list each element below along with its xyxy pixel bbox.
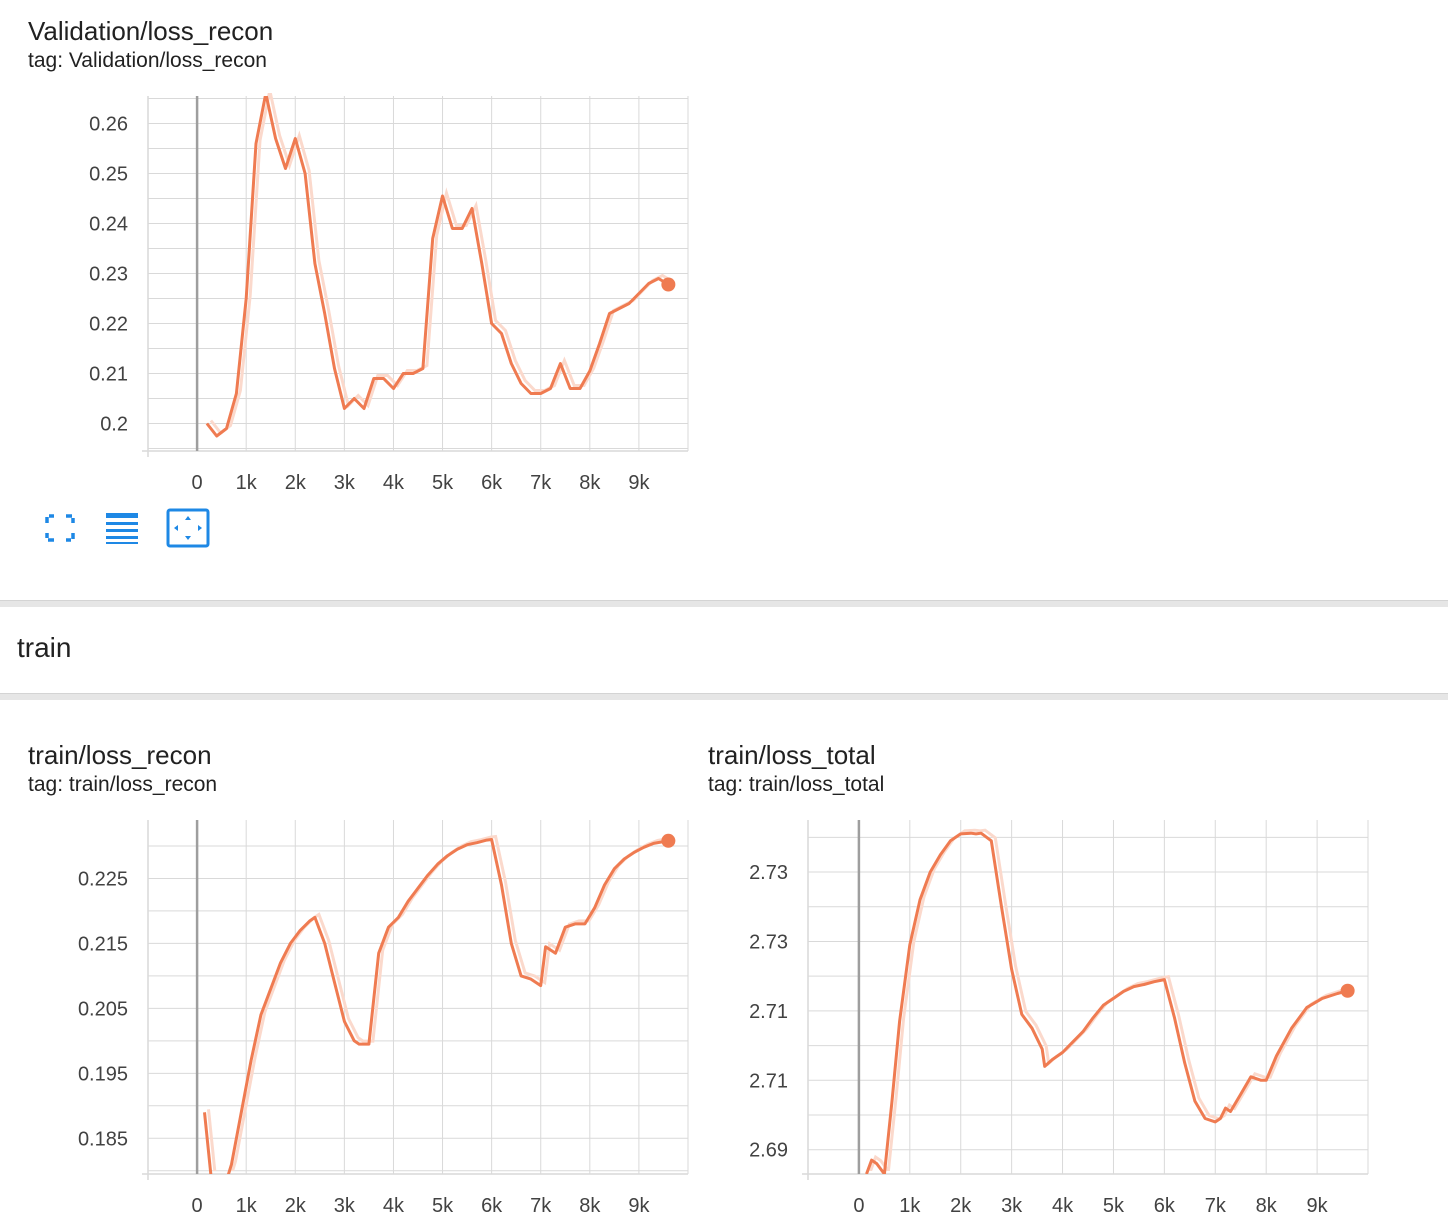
section-divider xyxy=(0,600,1448,607)
x-tick-label: 0 xyxy=(192,1195,203,1217)
y-tick-label: 0.23 xyxy=(89,264,128,286)
x-tick-label: 9k xyxy=(628,1195,650,1217)
section-divider xyxy=(0,693,1448,700)
x-tick-label: 0 xyxy=(192,472,203,494)
x-tick-label: 5k xyxy=(432,472,454,494)
x-tick-label: 9k xyxy=(1307,1195,1329,1217)
y-tick-label: 2.71 xyxy=(749,1070,788,1092)
last-point-marker xyxy=(1340,983,1355,998)
y-tick-label: 0.21 xyxy=(89,364,128,386)
chart-tag: tag: train/loss_total xyxy=(708,773,885,796)
chart-title: Validation/loss_recon xyxy=(28,16,274,46)
y-tick-label: 0.195 xyxy=(78,1063,128,1085)
x-tick-label: 4k xyxy=(1052,1195,1074,1217)
x-tick-label: 1k xyxy=(899,1195,921,1217)
y-tick-label: 0.225 xyxy=(78,868,128,890)
x-tick-label: 4k xyxy=(383,1195,405,1217)
x-tick-label: 0 xyxy=(853,1195,864,1217)
fit-domain-icon[interactable] xyxy=(166,508,210,548)
x-tick-label: 5k xyxy=(1103,1195,1125,1217)
x-tick-label: 7k xyxy=(530,472,552,494)
chart-toolbar xyxy=(40,508,220,548)
last-point-marker xyxy=(661,277,676,292)
chart-tag: tag: Validation/loss_recon xyxy=(28,49,267,72)
y-tick-label: 2.73 xyxy=(749,931,788,953)
y-tick-label: 0.205 xyxy=(78,998,128,1020)
series-line xyxy=(865,831,1348,1174)
series-line xyxy=(205,96,670,438)
x-tick-label: 2k xyxy=(285,1195,307,1217)
x-tick-label: 5k xyxy=(432,1195,454,1217)
x-tick-label: 9k xyxy=(628,472,650,494)
x-tick-label: 2k xyxy=(285,472,307,494)
x-tick-label: 8k xyxy=(579,1195,601,1217)
chart-tag: tag: train/loss_recon xyxy=(28,773,218,796)
x-tick-label: 6k xyxy=(481,1195,503,1217)
y-tick-label: 0.24 xyxy=(89,214,128,236)
x-tick-label: 3k xyxy=(1001,1195,1023,1217)
x-tick-label: 6k xyxy=(481,472,503,494)
toggle-log-scale-icon[interactable] xyxy=(102,508,142,548)
x-tick-label: 8k xyxy=(1256,1195,1278,1217)
x-tick-label: 6k xyxy=(1154,1195,1176,1217)
x-tick-label: 7k xyxy=(1205,1195,1227,1217)
y-tick-label: 0.25 xyxy=(89,164,128,186)
x-tick-label: 2k xyxy=(950,1195,972,1217)
x-tick-label: 3k xyxy=(334,1195,356,1217)
section-title: train xyxy=(17,632,72,663)
x-tick-label: 3k xyxy=(334,472,356,494)
series-line xyxy=(203,838,669,1174)
chart-title: train/loss_total xyxy=(708,740,876,770)
y-tick-label: 0.22 xyxy=(89,314,128,336)
y-tick-label: 0.215 xyxy=(78,933,128,955)
y-tick-label: 0.185 xyxy=(78,1128,128,1150)
x-tick-label: 4k xyxy=(383,472,405,494)
x-tick-label: 8k xyxy=(579,472,601,494)
y-tick-label: 0.26 xyxy=(89,114,128,136)
y-tick-label: 2.71 xyxy=(749,1001,788,1023)
y-tick-label: 0.2 xyxy=(100,414,128,436)
y-tick-label: 2.69 xyxy=(749,1140,788,1162)
chart-title: train/loss_recon xyxy=(28,740,212,770)
last-point-marker xyxy=(661,833,676,848)
x-tick-label: 7k xyxy=(530,1195,552,1217)
x-tick-label: 1k xyxy=(236,472,258,494)
x-tick-label: 1k xyxy=(236,1195,258,1217)
y-tick-label: 2.73 xyxy=(749,862,788,884)
